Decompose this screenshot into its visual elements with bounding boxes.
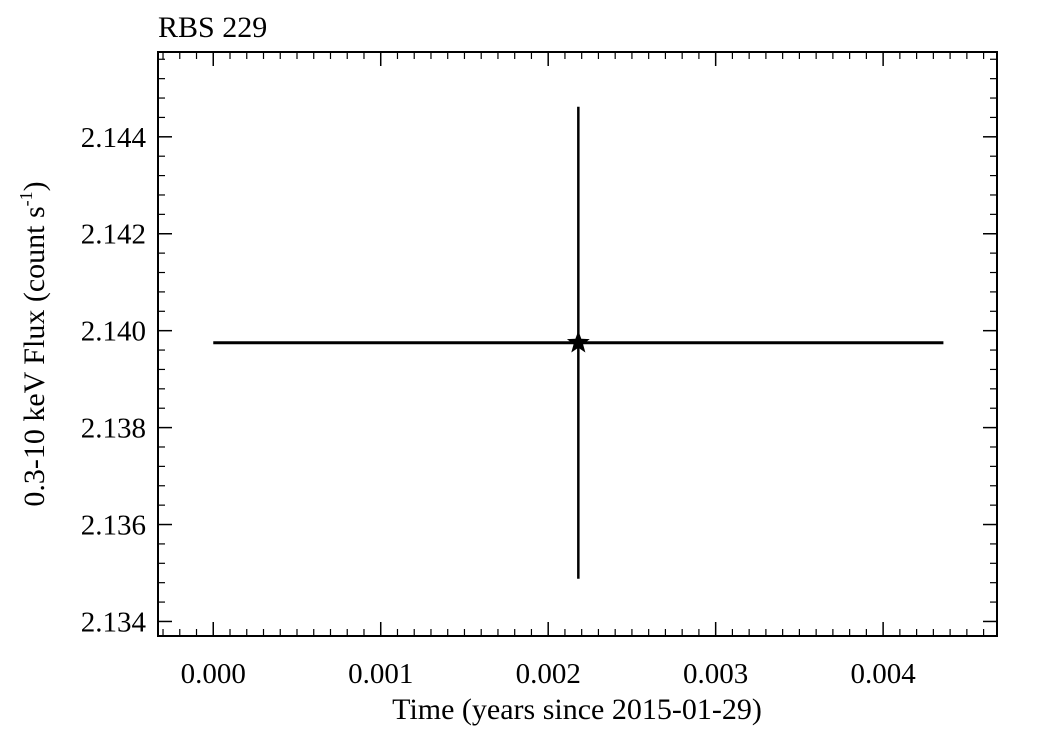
x-tick-label: 0.000 — [181, 658, 246, 690]
data-points — [213, 106, 944, 579]
y-tick-label: 2.144 — [81, 122, 147, 154]
y-tick-label: 2.138 — [81, 413, 146, 445]
y-axis-label: 0.3-10 keV Flux (count s-1) — [16, 181, 51, 506]
y-axis-label-superscript: -1 — [16, 191, 36, 206]
chart-title: RBS 229 — [158, 11, 267, 44]
y-tick-label: 2.142 — [81, 219, 146, 251]
axis-ticks — [158, 52, 997, 636]
y-tick-labels: 2.134 2.136 2.138 2.140 2.142 2.144 — [81, 122, 147, 639]
x-tick-label: 0.004 — [850, 658, 916, 690]
x-axis-label: Time (years since 2015-01-29) — [392, 693, 762, 726]
y-tick-label: 2.134 — [81, 606, 147, 638]
data-point-star — [566, 330, 590, 353]
plot-frame — [157, 51, 998, 637]
y-axis-label-main: 0.3-10 keV Flux (count s — [18, 206, 51, 506]
x-tick-label: 0.003 — [683, 658, 748, 690]
y-tick-label: 2.136 — [81, 510, 146, 542]
x-tick-label: 0.001 — [348, 658, 413, 690]
y-tick-label: 2.140 — [81, 316, 146, 348]
x-tick-labels: 0.000 0.001 0.002 0.003 0.004 — [181, 658, 917, 690]
y-axis-label-close: ) — [18, 181, 51, 191]
x-tick-label: 0.002 — [516, 658, 581, 690]
